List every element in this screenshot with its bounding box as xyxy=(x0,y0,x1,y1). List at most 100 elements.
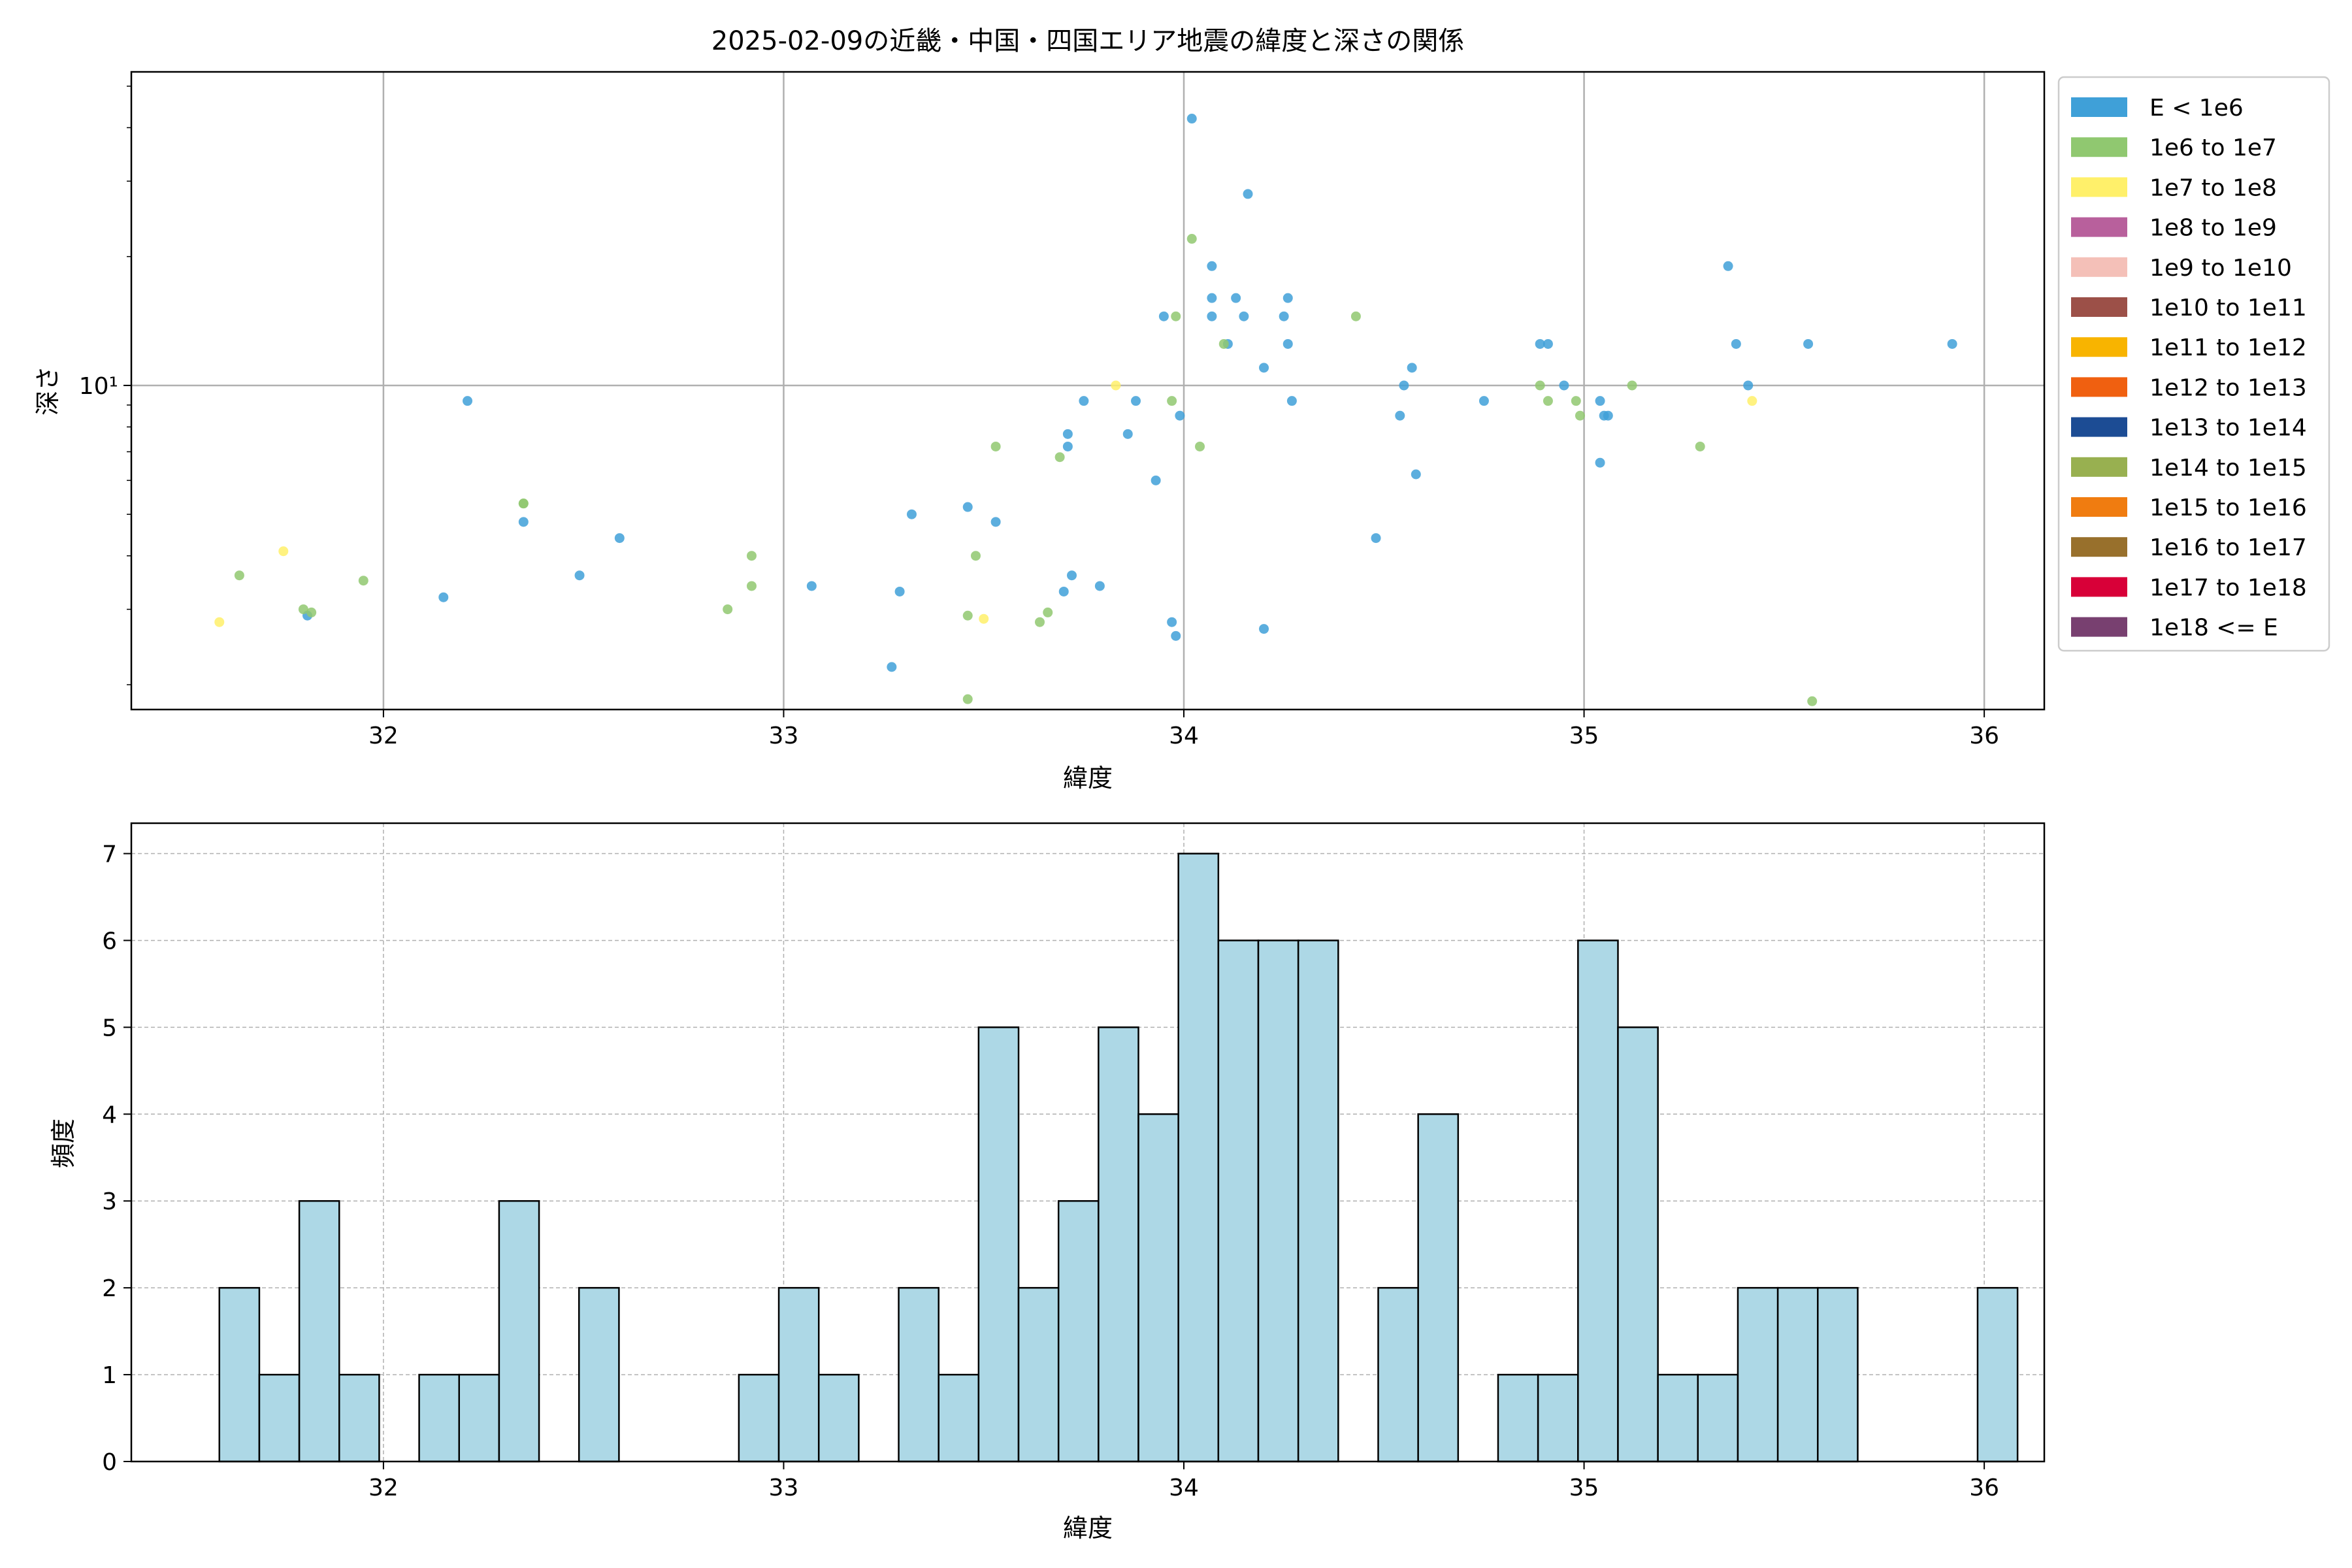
legend-swatch xyxy=(2071,257,2127,277)
scatter-point xyxy=(358,576,368,586)
scatter-legend: E < 1e6 1e6 to 1e7 1e7 to 1e8 1e8 to 1e9 1e9… xyxy=(2057,76,2330,652)
legend-swatch xyxy=(2071,457,2127,477)
scatter-point xyxy=(1054,452,1065,463)
histogram-y-tick-label: 0 xyxy=(102,1449,117,1476)
legend-swatch xyxy=(2071,297,2127,317)
histogram-y-tick-label: 4 xyxy=(102,1102,117,1128)
scatter-point xyxy=(1151,475,1161,485)
scatter-point xyxy=(1371,533,1381,544)
scatter-point xyxy=(906,509,917,519)
scatter-point xyxy=(1171,630,1181,641)
scatter-point xyxy=(723,604,733,615)
legend-label: 1e8 to 1e9 xyxy=(2149,215,2277,242)
histogram-x-tick-label: 35 xyxy=(1569,1475,1599,1501)
scatter-point xyxy=(463,396,473,406)
scatter-point xyxy=(1239,311,1249,321)
scatter-point xyxy=(962,502,973,512)
scatter-point xyxy=(970,551,981,561)
scatter-y-axis-label: 深さ xyxy=(33,366,62,416)
scatter-point xyxy=(1259,624,1269,634)
scatter-point xyxy=(1695,441,1705,451)
scatter-point xyxy=(1171,311,1181,321)
legend-swatch xyxy=(2071,97,2127,117)
histogram-plot-frame xyxy=(130,822,2046,1463)
histogram-bar xyxy=(458,1373,500,1463)
legend-swatch xyxy=(2071,377,2127,397)
scatter-x-tick-label: 33 xyxy=(769,723,799,749)
scatter-x-tick-label: 36 xyxy=(1969,723,1999,749)
histogram-bar xyxy=(938,1373,980,1463)
histogram-bar xyxy=(338,1373,380,1463)
scatter-point xyxy=(1079,396,1089,406)
histogram-bar xyxy=(817,1373,860,1463)
histogram-bar xyxy=(418,1373,460,1463)
histogram-bar xyxy=(777,1286,820,1463)
histogram-bar xyxy=(1017,1286,1060,1463)
scatter-point xyxy=(894,586,905,596)
scatter-point xyxy=(1175,410,1185,421)
scatter-point xyxy=(438,592,449,602)
histogram-x-tick-label: 34 xyxy=(1169,1475,1199,1501)
legend-label: E < 1e6 xyxy=(2149,95,2244,122)
scatter-point xyxy=(1131,396,1141,406)
legend-label: 1e17 to 1e18 xyxy=(2149,574,2307,601)
scatter-point xyxy=(1122,429,1133,439)
histogram-x-axis: 32 33 34 35 36 xyxy=(368,1462,1999,1501)
histogram-bar xyxy=(1377,1286,1419,1463)
scatter-point xyxy=(1259,363,1269,373)
scatter-point xyxy=(1350,311,1361,321)
histogram-bar xyxy=(1217,939,1260,1463)
scatter-point xyxy=(1279,311,1289,321)
scatter-point xyxy=(574,570,585,581)
legend-label: 1e10 to 1e11 xyxy=(2149,295,2307,321)
scatter-point xyxy=(1243,189,1253,199)
scatter-point xyxy=(1627,380,1637,391)
histogram-bar xyxy=(1137,1113,1179,1463)
histogram-bar xyxy=(977,1026,1020,1463)
scatter-x-tick-label: 34 xyxy=(1169,723,1199,749)
legend-label: 1e7 to 1e8 xyxy=(2149,174,2277,201)
scatter-point xyxy=(1218,338,1229,349)
scatter-point xyxy=(1731,338,1741,349)
scatter-point xyxy=(746,551,757,561)
scatter-point xyxy=(990,441,1001,451)
histogram-bar xyxy=(1817,1286,1859,1463)
scatter-x-tick-label: 35 xyxy=(1569,723,1599,749)
histogram-bar xyxy=(1697,1373,1739,1463)
histogram-bar xyxy=(738,1373,780,1463)
histogram-bar xyxy=(1497,1373,1539,1463)
scatter-point xyxy=(1111,380,1121,391)
legend-label: 1e11 to 1e12 xyxy=(2149,335,2307,361)
scatter-point xyxy=(1723,261,1733,271)
scatter-point xyxy=(1395,410,1405,421)
histogram-bar xyxy=(898,1286,939,1463)
scatter-point xyxy=(1094,581,1105,591)
scatter-plot-frame xyxy=(130,71,2046,711)
histogram-y-tick-label: 3 xyxy=(102,1188,117,1215)
histogram-bar xyxy=(1057,1200,1100,1463)
scatter-y-axis: 10¹ xyxy=(79,86,131,685)
histogram-x-tick-label: 36 xyxy=(1969,1475,1999,1501)
histogram-bar xyxy=(1657,1373,1699,1463)
scatter-point xyxy=(1158,311,1169,321)
legend-swatch xyxy=(2071,617,2127,637)
scatter-x-axis: 32 33 34 35 36 xyxy=(368,710,1999,749)
scatter-point xyxy=(1807,696,1818,706)
scatter-point xyxy=(1167,617,1177,627)
scatter-point xyxy=(1062,441,1073,451)
scatter-point xyxy=(1286,396,1297,406)
legend-label: 1e6 to 1e7 xyxy=(2149,135,2277,161)
scatter-point xyxy=(1595,457,1605,468)
scatter-point xyxy=(1207,293,1217,303)
histogram-y-tick-label: 6 xyxy=(102,928,117,955)
legend-swatch xyxy=(2071,137,2127,157)
scatter-point xyxy=(887,662,897,672)
scatter-point xyxy=(1559,380,1569,391)
legend-label: 1e16 to 1e17 xyxy=(2149,534,2307,561)
legend-swatch xyxy=(2071,177,2127,197)
scatter-point xyxy=(1167,396,1177,406)
scatter-point xyxy=(1207,261,1217,271)
histogram-y-axis: 0 1 2 3 4 5 6 7 xyxy=(102,841,131,1476)
scatter-point xyxy=(990,517,1001,527)
